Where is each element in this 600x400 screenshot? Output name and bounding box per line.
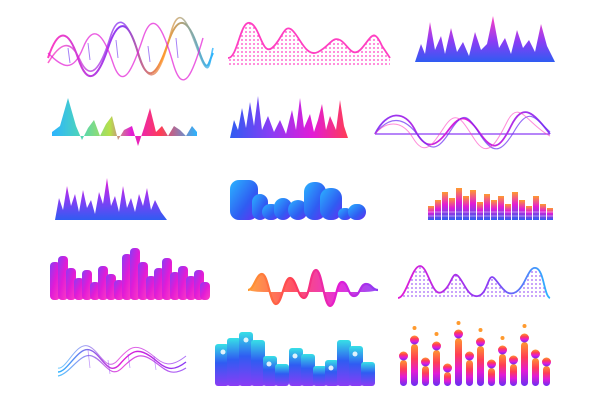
rounded-blue-bars-icon [230,180,366,220]
dotted-pink-wave-icon [227,22,391,66]
blue-pink-spikes-icon [230,96,348,138]
purple-blue-spikes-icon [55,178,167,220]
dotted-pink-blue-wave-icon [397,265,551,299]
spiky-purple-equalizer-icon [415,16,555,62]
lollipop-equalizer-icon [399,321,551,386]
magenta-castle-bars-icon [50,248,210,300]
purple-line-wave-icon [374,111,551,150]
thin-lines-purple-cyan-icon [57,345,187,377]
line-waves-multicolor-icon [47,16,214,81]
rainbow-triangle-wave-icon [52,98,197,146]
small-orange-bar-equalizer-icon [428,188,553,220]
cyan-purple-tall-bars-icon [215,332,375,386]
orange-purple-sine-icon [247,268,379,308]
